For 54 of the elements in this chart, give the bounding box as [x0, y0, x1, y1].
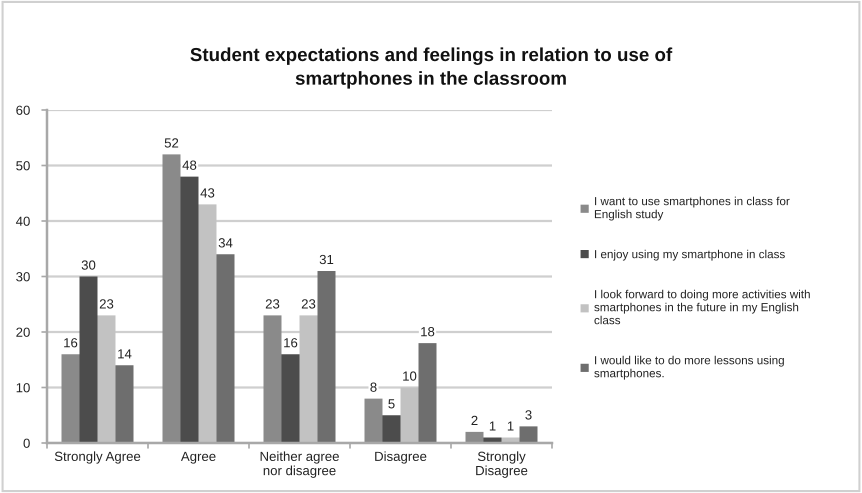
- data-label: 18: [421, 326, 434, 336]
- bar: [162, 154, 180, 443]
- bar: [382, 415, 400, 443]
- data-label: 16: [284, 338, 298, 348]
- bar: [281, 354, 300, 443]
- bar: [418, 343, 437, 443]
- y-tick-label: 10: [16, 383, 30, 392]
- data-label: 3: [525, 410, 532, 420]
- y-tick-label: 30: [16, 272, 30, 282]
- x-tick-label: Strongly Agree: [54, 451, 140, 464]
- y-tick-label: 50: [16, 161, 30, 170]
- bar: [216, 254, 235, 443]
- data-label: 31: [320, 254, 334, 264]
- bar: [61, 354, 80, 443]
- data-label: 1: [508, 421, 514, 431]
- bar: [98, 315, 116, 443]
- y-tick-label: 60: [16, 106, 30, 115]
- bar: [364, 398, 382, 443]
- bar: [198, 204, 217, 443]
- data-label: 2: [471, 416, 478, 425]
- data-label: 8: [370, 382, 377, 392]
- y-tick-label: 20: [16, 328, 30, 337]
- legend-label: I would like to do more lessons using smartphones.: [594, 356, 784, 380]
- data-label: 30: [82, 260, 96, 270]
- legend-label: I look forward to doing more activities with smartphones in the future in my English class: [594, 290, 810, 324]
- bar: [300, 315, 318, 443]
- bar: [400, 388, 419, 443]
- bar: [180, 176, 198, 443]
- data-label: 14: [118, 349, 132, 358]
- data-label: 43: [200, 188, 214, 198]
- bar: [263, 315, 282, 443]
- data-label: 23: [100, 299, 114, 309]
- x-tick-label: Neither agree nor disagree: [260, 451, 339, 478]
- data-label: 16: [64, 338, 78, 348]
- data-label: 10: [403, 371, 416, 381]
- legend-label: I want to use smartphones in class for English study: [594, 196, 790, 221]
- bar: [520, 426, 538, 443]
- x-tick-label: Strongly Disagree: [476, 451, 528, 478]
- bar: [318, 270, 336, 443]
- x-tick-label: Disagree: [375, 451, 426, 464]
- bar: [79, 276, 98, 443]
- data-label: 48: [182, 160, 196, 170]
- data-label: 23: [302, 299, 316, 309]
- legend-label: I enjoy using my smartphone in class: [595, 250, 785, 261]
- data-label: 23: [266, 299, 280, 309]
- y-tick-label: 40: [16, 216, 30, 226]
- data-label: 5: [388, 399, 395, 408]
- x-tick-label: Agree: [180, 452, 216, 464]
- bar: [116, 365, 134, 443]
- data-label: 1: [490, 421, 496, 431]
- y-tick-label: 0: [24, 438, 30, 448]
- data-label: 34: [218, 238, 232, 248]
- chart-title: Student expectations and feelings in relation to use of smartphones in the classroom: [190, 47, 672, 89]
- data-label: 52: [164, 138, 178, 148]
